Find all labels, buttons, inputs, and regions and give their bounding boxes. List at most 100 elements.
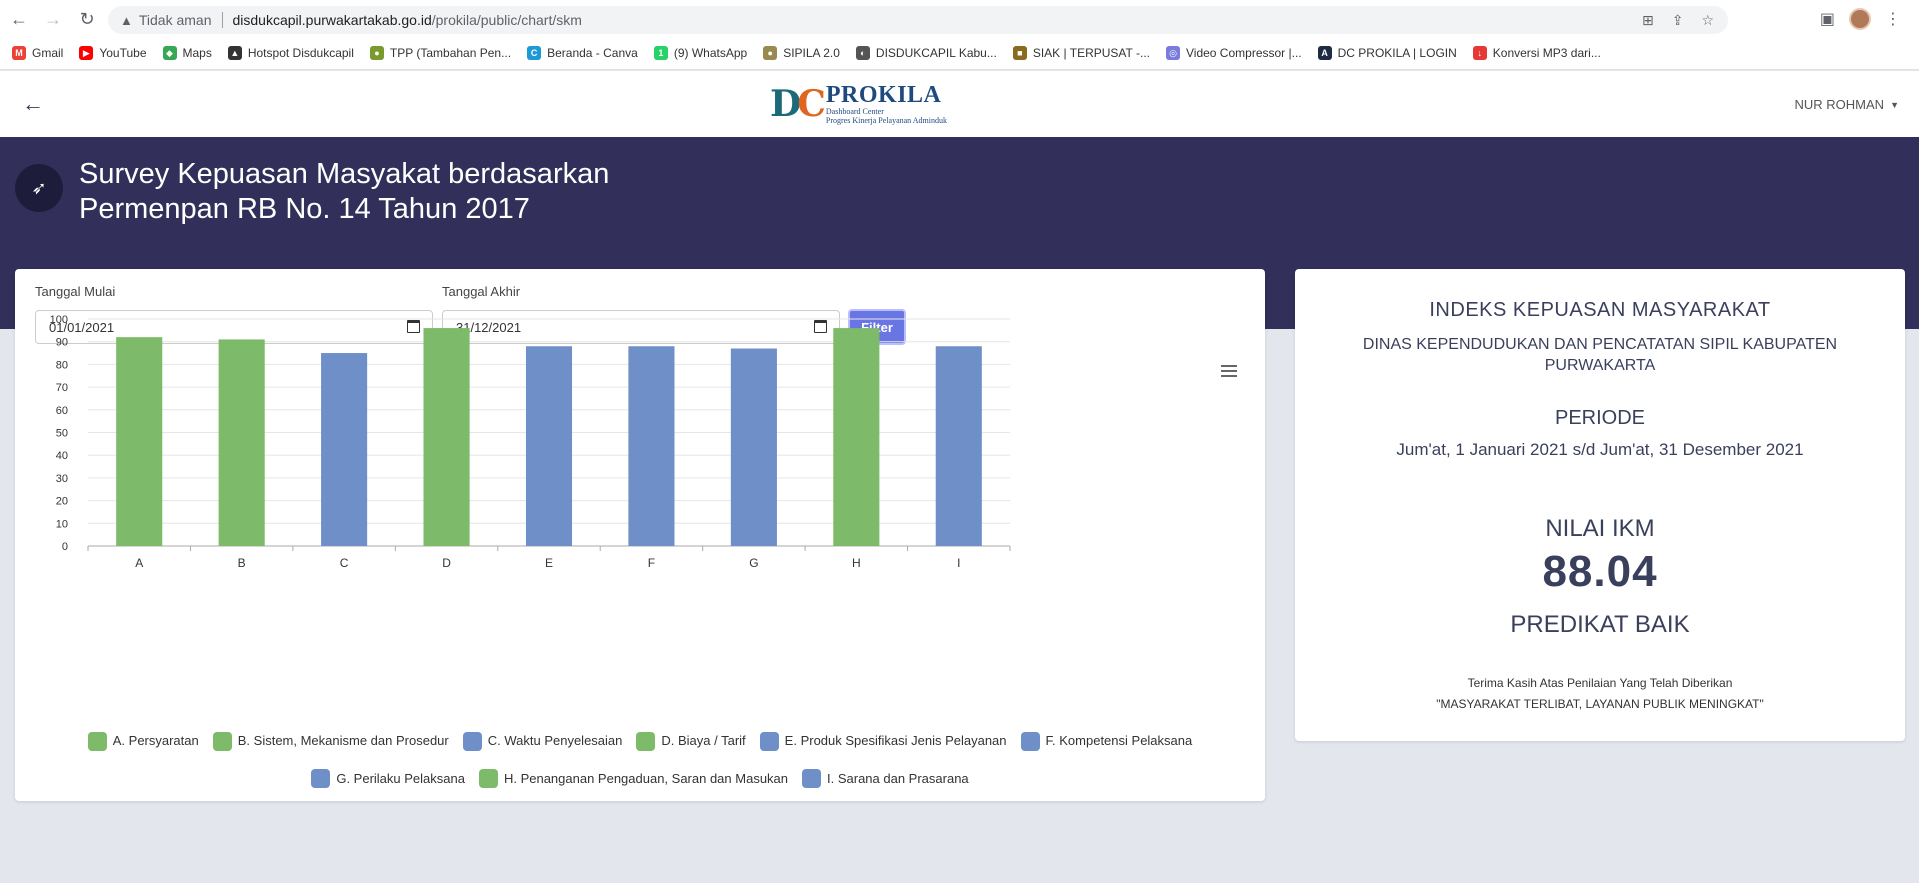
star-icon[interactable]: ☆ [1701, 11, 1714, 28]
bar-h [833, 328, 880, 546]
bookmark-label: SIPILA 2.0 [783, 46, 840, 60]
legend-item[interactable]: E. Produk Spesifikasi Jenis Pelayanan [759, 725, 1007, 757]
calendar-icon[interactable] [407, 320, 420, 333]
browser-chrome: ← → ↻ ▲ Tidak aman disdukcapil.purwakart… [0, 0, 1919, 70]
user-name: NUR ROHMAN [1794, 97, 1885, 112]
bookmark-item[interactable]: ● SIPILA 2.0 [763, 46, 840, 60]
bookmark-item[interactable]: ● TPP (Tambahan Pen... [369, 46, 511, 60]
legend-swatch [462, 731, 482, 751]
address-bar[interactable]: ▲ Tidak aman disdukcapil.purwakartakab.g… [108, 6, 1728, 34]
bookmark-item[interactable]: A DC PROKILA | LOGIN [1317, 46, 1457, 60]
legend-swatch [1020, 731, 1040, 751]
x-tick-label: C [340, 556, 349, 570]
start-date-label: Tanggal Mulai [35, 284, 116, 299]
legend-item[interactable]: B. Sistem, Mekanisme dan Prosedur [212, 725, 449, 757]
forward-nav-icon[interactable]: → [44, 8, 62, 29]
periode-value: Jum'at, 1 Januari 2021 s/d Jum'at, 31 De… [1396, 440, 1804, 459]
side-panel-icon[interactable]: ▣ [1819, 11, 1835, 28]
legend-swatch [311, 769, 331, 788]
bookmark-label: Gmail [32, 46, 64, 60]
bookmark-item[interactable]: ■ SIAK | TERPUSAT -... [1012, 46, 1150, 60]
bar-f [628, 346, 675, 546]
bookmark-item[interactable]: ◐ DISDUKCAPIL Kabu... [855, 46, 997, 60]
x-tick-label: E [545, 556, 553, 570]
bookmark-label: DC PROKILA | LOGIN [1337, 46, 1457, 60]
reload-icon[interactable]: ↻ [79, 8, 95, 29]
bookmark-item[interactable]: M Gmail [12, 46, 63, 60]
legend-label: I. Sarana dan Prasarana [827, 770, 969, 786]
more-menu-icon[interactable]: ⋮ [1885, 11, 1901, 28]
legend-item[interactable]: F. Kompetensi Pelaksana [1020, 725, 1192, 757]
bar-c [321, 353, 368, 546]
bar-b [218, 339, 265, 546]
bookmarks-bar: M Gmail ▶ YouTube ◆ Maps ▲ Hotspot Disdukcapil ●… [0, 40, 1919, 66]
legend-item[interactable]: G. Perilaku Pelaksana [311, 763, 465, 795]
hamburger-menu-icon[interactable] [1221, 365, 1237, 380]
legend-label: H. Penanganan Pengaduan, Saran dan Masuk… [503, 770, 789, 786]
bookmark-item[interactable]: ↓ Konversi MP3 dari... [1472, 46, 1601, 60]
y-tick-label: 10 [56, 518, 68, 530]
x-tick-label: F [648, 556, 655, 570]
legend-label: D. Biaya / Tarif [661, 733, 746, 748]
bookmark-label: SIAK | TERPUSAT -... [1032, 46, 1150, 60]
page-title-line1: Survey Kepuasan Masyakat berdasarkan [79, 158, 610, 190]
bookmark-item[interactable]: C Beranda - Canva [527, 46, 638, 60]
legend-item[interactable]: C. Waktu Penyelesaian [462, 725, 622, 757]
prokila-logo[interactable]: DC PROKILA Dashboard Center Progres Kine… [770, 81, 947, 127]
bookmark-favicon-icon: C [527, 46, 542, 60]
periode-label: PERIODE [1554, 407, 1646, 429]
bar-a [116, 337, 163, 546]
bar-e [525, 346, 573, 546]
bookmark-item[interactable]: ▶ YouTube [79, 46, 147, 60]
profile-avatar[interactable] [1849, 8, 1871, 30]
rocket-icon: ➶ [15, 164, 63, 212]
bookmark-favicon-icon: ● [369, 46, 384, 60]
share-icon[interactable]: ⇪ [1671, 11, 1684, 28]
calendar-icon[interactable] [814, 320, 827, 333]
legend-swatch [87, 731, 107, 751]
bookmark-label: YouTube [99, 46, 147, 60]
bookmark-item[interactable]: ▲ Hotspot Disdukcapil [227, 46, 354, 60]
legend-item[interactable]: A. Persyaratan [87, 725, 199, 757]
logo-subtitle-2: Progres Kinerja Pelayanan Adminduk [825, 116, 947, 125]
bar-chart: 0 10 20 30 40 50 60 70 80 90 100 A B C D E F G H I [50, 314, 1011, 570]
browser-toolbar-right: ▣ ⋮ [1820, 8, 1901, 30]
back-arrow-icon[interactable]: ← [22, 91, 44, 116]
chart-legend: A. Persyaratan B. Sistem, Mekanisme dan P… [35, 725, 1245, 800]
bookmark-label: Konversi MP3 dari... [1492, 46, 1601, 60]
legend-label: E. Produk Spesifikasi Jenis Pelayanan [784, 733, 1007, 748]
predikat-label: PREDIKAT BAIK [1510, 611, 1690, 638]
bookmark-label: Hotspot Disdukcapil [247, 46, 354, 60]
bookmark-label: Beranda - Canva [547, 46, 638, 60]
x-tick-label: A [135, 556, 143, 570]
translate-icon[interactable]: ⊞ [1641, 11, 1654, 28]
user-menu[interactable]: NUR ROHMAN ▼ [1795, 97, 1899, 112]
logo-mark: DC [770, 83, 826, 125]
caret-down-icon: ▼ [1890, 99, 1899, 110]
bookmark-item[interactable]: ◎ Video Compressor |... [1166, 46, 1302, 60]
bar-i [935, 346, 982, 546]
legend-swatch [802, 769, 822, 788]
legend-label: B. Sistem, Mekanisme dan Prosedur [237, 733, 449, 748]
bookmark-label: DISDUKCAPIL Kabu... [875, 46, 997, 60]
end-date-label: Tanggal Akhir [442, 284, 521, 299]
y-tick-label: 70 [56, 382, 68, 394]
y-tick-label: 40 [56, 450, 68, 462]
legend-item[interactable]: D. Biaya / Tarif [636, 725, 746, 757]
bookmark-label: (9) WhatsApp [673, 46, 748, 60]
end-date-input[interactable]: 31/12/2021 [442, 310, 840, 344]
nilai-ikm-value: 88.04 [1542, 547, 1658, 596]
bookmark-favicon-icon: ◐ [855, 46, 870, 60]
legend-item[interactable]: H. Penanganan Pengaduan, Saran dan Masuk… [478, 763, 789, 795]
legend-swatch [478, 769, 498, 788]
legend-item[interactable]: I. Sarana dan Prasarana [802, 763, 969, 795]
bookmark-favicon-icon: ↓ [1472, 46, 1487, 60]
bookmark-item[interactable]: 1 (9) WhatsApp [653, 46, 748, 60]
bookmark-item[interactable]: ◆ Maps [162, 46, 212, 60]
start-date-value: 01/01/2021 [49, 319, 115, 335]
start-date-input[interactable]: 01/01/2021 [35, 310, 433, 344]
x-tick-label: D [442, 556, 451, 570]
back-nav-icon[interactable]: ← [10, 8, 28, 29]
bookmark-favicon-icon: ▲ [227, 46, 242, 60]
ikm-card: INDEKS KEPUASAN MASYARAKAT DINAS KEPENDU… [1295, 269, 1905, 741]
